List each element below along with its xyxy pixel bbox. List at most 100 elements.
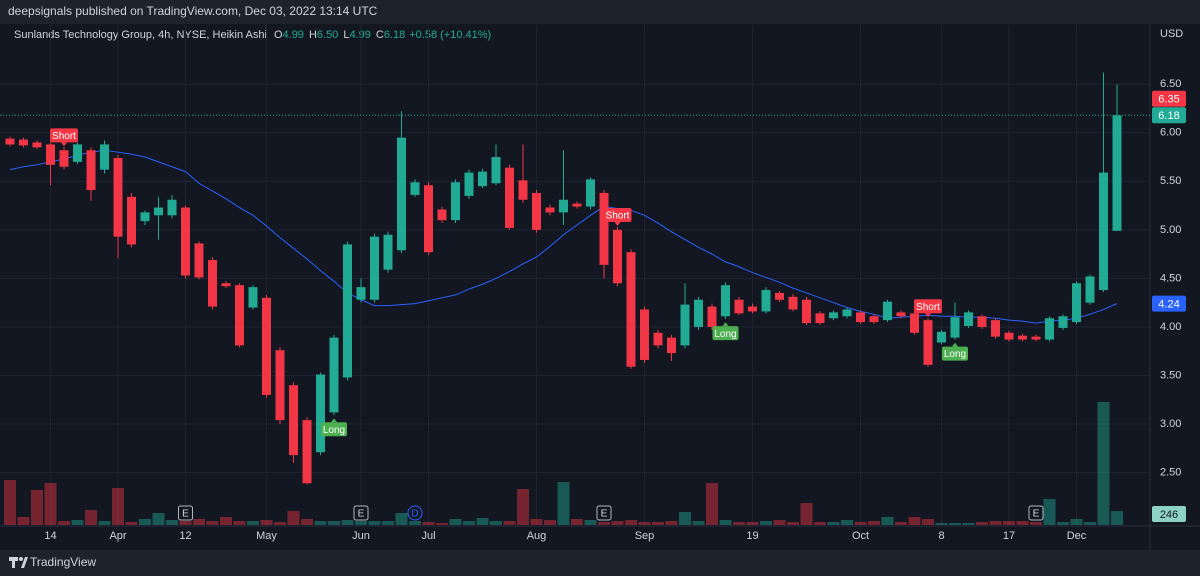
volume-bar bbox=[1003, 521, 1015, 525]
volume-bar bbox=[328, 521, 340, 525]
candle-body bbox=[734, 299, 744, 314]
volume-bar bbox=[881, 516, 894, 525]
legend-value: 4.99 bbox=[349, 29, 370, 41]
candle-body bbox=[869, 316, 879, 323]
candle-body bbox=[1045, 318, 1054, 340]
candle-body bbox=[46, 144, 55, 165]
volume-bar bbox=[503, 521, 516, 525]
event-label: E bbox=[358, 509, 365, 520]
candle-body bbox=[977, 316, 987, 327]
candle-body bbox=[154, 207, 163, 216]
volume-bar bbox=[436, 523, 448, 525]
volume-bar bbox=[220, 516, 232, 525]
signal-pointer bbox=[331, 418, 337, 423]
legend-change: +0.58 (+10.41%) bbox=[409, 29, 491, 41]
volume-bar bbox=[517, 488, 529, 525]
volume-bar bbox=[935, 523, 948, 525]
x-tick-label: 14 bbox=[44, 530, 56, 542]
candle-body bbox=[235, 285, 244, 346]
volume-bar bbox=[368, 521, 381, 525]
volume-bar bbox=[382, 521, 394, 525]
volume-bar bbox=[949, 523, 961, 525]
event-label: D bbox=[411, 509, 418, 520]
candle-body bbox=[640, 309, 649, 360]
candle-body bbox=[383, 234, 393, 270]
signal-label: Short bbox=[606, 211, 630, 222]
candle-body bbox=[167, 199, 177, 216]
volume-bar bbox=[247, 521, 259, 525]
volume-bar bbox=[962, 523, 975, 525]
volume-bar bbox=[233, 521, 246, 525]
x-tick-label: Apr bbox=[109, 530, 126, 542]
volume-bar bbox=[530, 518, 543, 525]
candle-body bbox=[505, 167, 514, 228]
candle-body bbox=[937, 331, 946, 343]
volume-bar bbox=[1070, 518, 1083, 525]
volume-bar bbox=[1043, 498, 1056, 525]
candle-body bbox=[775, 292, 784, 300]
candle-body bbox=[491, 157, 501, 184]
candle-body bbox=[802, 299, 811, 324]
ma-price-label-bg bbox=[1152, 295, 1186, 312]
x-tick-label: Aug bbox=[527, 530, 547, 542]
volume-bar bbox=[409, 521, 421, 525]
volume-bar bbox=[679, 511, 691, 525]
candle-body bbox=[478, 171, 487, 187]
candle-body bbox=[275, 350, 285, 421]
x-tick-label: Dec bbox=[1067, 530, 1087, 542]
event-marker bbox=[596, 505, 612, 521]
x-tick-label: Sep bbox=[635, 530, 655, 542]
volume-bar bbox=[841, 520, 853, 525]
event-label: E bbox=[182, 509, 189, 520]
volume-bar bbox=[17, 516, 30, 525]
candle-body bbox=[1099, 172, 1108, 291]
candle-body bbox=[289, 385, 298, 456]
volume-bar bbox=[773, 520, 786, 525]
volume-bar bbox=[557, 481, 570, 525]
candle-body bbox=[32, 142, 42, 148]
candle-body bbox=[545, 207, 555, 213]
volume-bar bbox=[1097, 402, 1110, 525]
volume-bar bbox=[422, 521, 435, 525]
candle-body bbox=[370, 236, 379, 300]
legend-value: 6.50 bbox=[317, 29, 338, 41]
candle-body bbox=[518, 180, 528, 200]
volume-bar bbox=[112, 488, 124, 525]
volume-bar bbox=[4, 480, 16, 525]
candle-body bbox=[815, 313, 825, 324]
candle-body bbox=[761, 290, 771, 312]
event-marker bbox=[1028, 505, 1044, 521]
event-label: E bbox=[1033, 509, 1040, 520]
volume-bar bbox=[1016, 521, 1029, 525]
volume-bar bbox=[31, 490, 43, 525]
signal-pointer bbox=[722, 322, 729, 327]
volume-bar bbox=[868, 521, 880, 525]
candle-body bbox=[343, 244, 352, 378]
volume-bar bbox=[733, 521, 745, 525]
volume-bar bbox=[719, 520, 732, 525]
volume-bar bbox=[355, 521, 367, 525]
volume-bar bbox=[1084, 521, 1096, 525]
volume-bar bbox=[760, 521, 772, 525]
legend-value: 6.18 bbox=[384, 29, 405, 41]
candle-body bbox=[667, 337, 676, 354]
volume-bar bbox=[166, 520, 178, 525]
candle-body bbox=[410, 182, 420, 195]
x-tick-label: May bbox=[256, 530, 277, 542]
volume-bar bbox=[341, 520, 354, 525]
volume-bar bbox=[1111, 511, 1123, 525]
signal-box bbox=[321, 422, 347, 437]
x-tick-label: Jul bbox=[421, 530, 435, 542]
candle-body bbox=[5, 138, 15, 145]
candle-body bbox=[1004, 332, 1014, 340]
event-label: E bbox=[601, 509, 608, 520]
candle-body bbox=[86, 150, 96, 191]
volume-bar bbox=[1030, 521, 1042, 525]
volume-bar bbox=[814, 521, 826, 525]
candle-body bbox=[113, 158, 123, 237]
candle-body bbox=[586, 179, 595, 207]
ma-price-label: 4.24 bbox=[1158, 299, 1179, 311]
price-marker-label: 6.35 bbox=[1158, 94, 1179, 106]
signal-label: Long bbox=[323, 425, 345, 436]
